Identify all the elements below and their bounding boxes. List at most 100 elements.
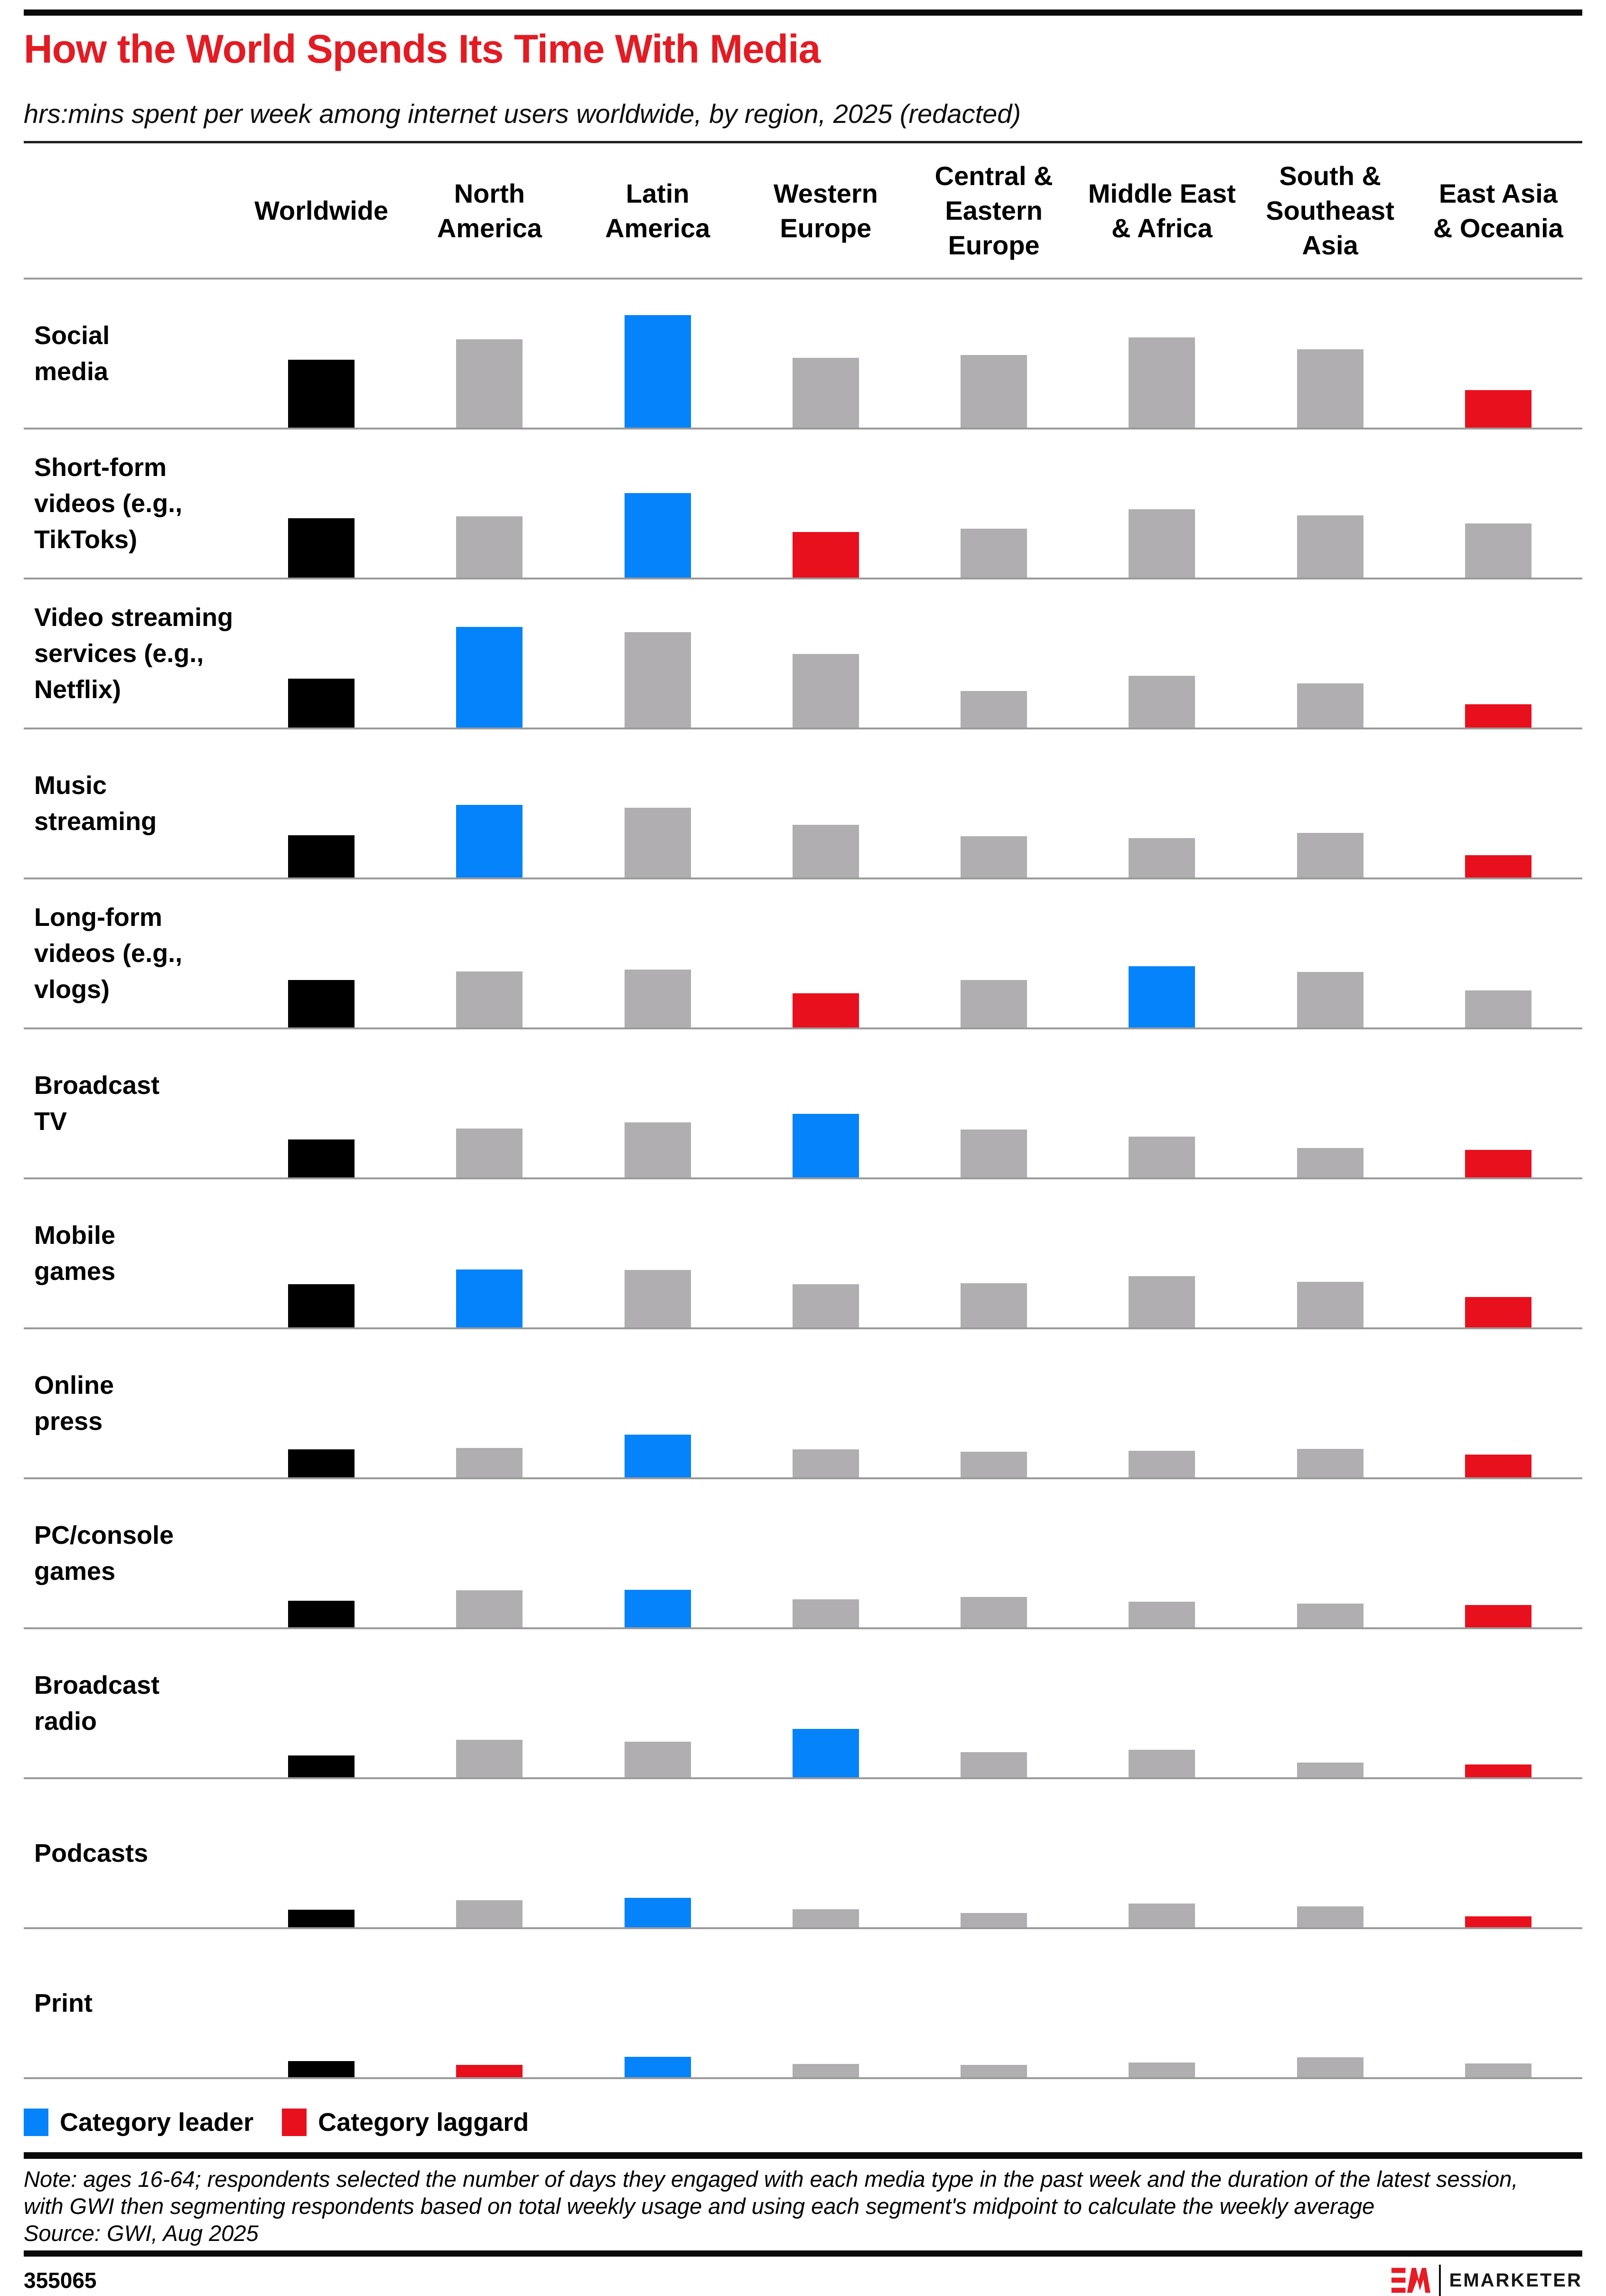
brand-wordmark: EMARKETER [1449,2269,1582,2291]
column-header-central-eastern-europe: Central & Eastern Europe [934,161,1053,261]
column-header-latin-america: Latin America [605,178,710,243]
bar-social-media-worldwide [288,360,355,428]
bar-social-media-south-southeast-asia [1297,349,1363,428]
bar-slot [237,1329,405,1478]
bar-mobile-games-western-europe [792,1284,859,1328]
bar-slot [237,1029,405,1178]
bar-mobile-games-south-southeast-asia [1297,1282,1363,1328]
bar-slot [910,280,1078,428]
row-label-mobile-games: Mobile games [34,1221,116,1286]
bar-slot [1414,729,1582,878]
media-row-video-streaming-services-e-g-netflix: Video streaming services (e.g., Netflix) [24,579,1582,730]
bar-online-press-east-asia-oceania [1465,1455,1531,1478]
bar-slot [1246,1329,1414,1478]
bar-slot [1414,1179,1582,1328]
bar-slot [742,1479,910,1628]
bar-slot [405,1929,573,2078]
bar-slot [237,1179,405,1328]
bar-slot [1078,1779,1246,1928]
bars-long-form-videos-e-g-vlogs [237,879,1582,1028]
bar-slot [1078,1179,1246,1328]
bar-slot [742,280,910,428]
bar-slot [910,1929,1078,2078]
bar-slot [742,1329,910,1478]
bar-slot [1078,1629,1246,1778]
column-header-worldwide: Worldwide [254,196,389,226]
bar-slot [574,1929,742,2078]
bar-slot [1246,280,1414,428]
legend: Category leader Category laggard [24,2108,1582,2137]
source-text: Source: GWI, Aug 2025 [24,2221,259,2246]
bar-slot [1414,1479,1582,1628]
media-row-music-streaming: Music streaming [24,729,1582,880]
bar-slot [405,1629,573,1778]
bar-online-press-latin-america [624,1435,691,1478]
bar-slot [1078,729,1246,878]
bar-slot [237,579,405,728]
bar-slot [1414,579,1582,728]
legend-item-laggard: Category laggard [282,2108,529,2137]
bar-podcasts-south-southeast-asia [1297,1906,1363,1928]
bar-print-latin-america [624,2057,691,2078]
bar-long-form-videos-e-g-vlogs-worldwide [288,980,355,1028]
bar-mobile-games-north-america [456,1269,523,1328]
bar-pc-console-games-south-southeast-asia [1297,1604,1363,1628]
bar-slot [574,879,742,1028]
bar-slot [742,1029,910,1178]
bar-podcasts-latin-america [624,1898,691,1928]
bar-broadcast-tv-middle-east-africa [1129,1137,1195,1178]
row-label-online-press: Online press [34,1371,114,1436]
bar-short-form-videos-e-g-tiktoks-worldwide [288,518,355,578]
bar-long-form-videos-e-g-vlogs-middle-east-africa [1129,966,1195,1028]
bar-slot [742,1779,910,1928]
bar-online-press-south-southeast-asia [1297,1449,1363,1478]
footnote-text: Note: ages 16-64; respondents selected t… [24,2166,1518,2219]
bars-mobile-games [237,1179,1582,1328]
bar-mobile-games-east-asia-oceania [1465,1297,1531,1328]
column-header-south-southeast-asia: South & Southeast Asia [1266,161,1394,261]
bar-slot [237,879,405,1028]
bar-online-press-central-eastern-europe [961,1452,1027,1478]
bar-long-form-videos-e-g-vlogs-western-europe [792,993,859,1028]
row-label-long-form-videos-e-g-vlogs: Long-form videos (e.g., vlogs) [34,903,183,1004]
bar-social-media-east-asia-oceania [1465,390,1531,428]
bar-broadcast-tv-western-europe [792,1114,859,1178]
bars-music-streaming [237,729,1582,878]
bar-social-media-middle-east-africa [1129,337,1195,428]
legend-laggard-swatch [282,2109,307,2137]
bar-long-form-videos-e-g-vlogs-central-eastern-europe [961,980,1027,1028]
bar-pc-console-games-north-america [456,1590,523,1628]
bar-long-form-videos-e-g-vlogs-latin-america [624,970,691,1028]
bar-slot [1078,280,1246,428]
bar-podcasts-east-asia-oceania [1465,1916,1531,1928]
bar-video-streaming-services-e-g-netflix-western-europe [792,654,859,728]
bars-online-press [237,1329,1582,1478]
bar-slot [1246,1929,1414,2078]
row-label-broadcast-tv: Broadcast TV [34,1071,160,1136]
bar-slot [574,729,742,878]
bar-slot [742,429,910,578]
bar-slot [1078,1029,1246,1178]
bar-slot [910,1479,1078,1628]
footnote-top-rule [24,2152,1582,2159]
bar-slot [910,1779,1078,1928]
bar-slot [1246,579,1414,728]
bar-slot [574,1779,742,1928]
bar-slot [910,1179,1078,1328]
bar-video-streaming-services-e-g-netflix-north-america [456,627,523,728]
bar-slot [1414,280,1582,428]
bar-pc-console-games-western-europe [792,1599,859,1628]
bar-broadcast-radio-north-america [456,1740,523,1778]
bar-music-streaming-east-asia-oceania [1465,855,1531,878]
bar-slot [405,429,573,578]
bar-slot [237,1629,405,1778]
bar-online-press-north-america [456,1448,523,1478]
bar-long-form-videos-e-g-vlogs-east-asia-oceania [1465,990,1531,1028]
bar-slot [574,579,742,728]
media-row-short-form-videos-e-g-tiktoks: Short-form videos (e.g., TikToks) [24,429,1582,580]
emarketer-logo-icon [1391,2268,1430,2293]
bar-social-media-north-america [456,339,523,428]
footer: 355065 EMARKETER [24,2265,1582,2296]
bar-video-streaming-services-e-g-netflix-latin-america [624,632,691,728]
bar-mobile-games-latin-america [624,1270,691,1328]
